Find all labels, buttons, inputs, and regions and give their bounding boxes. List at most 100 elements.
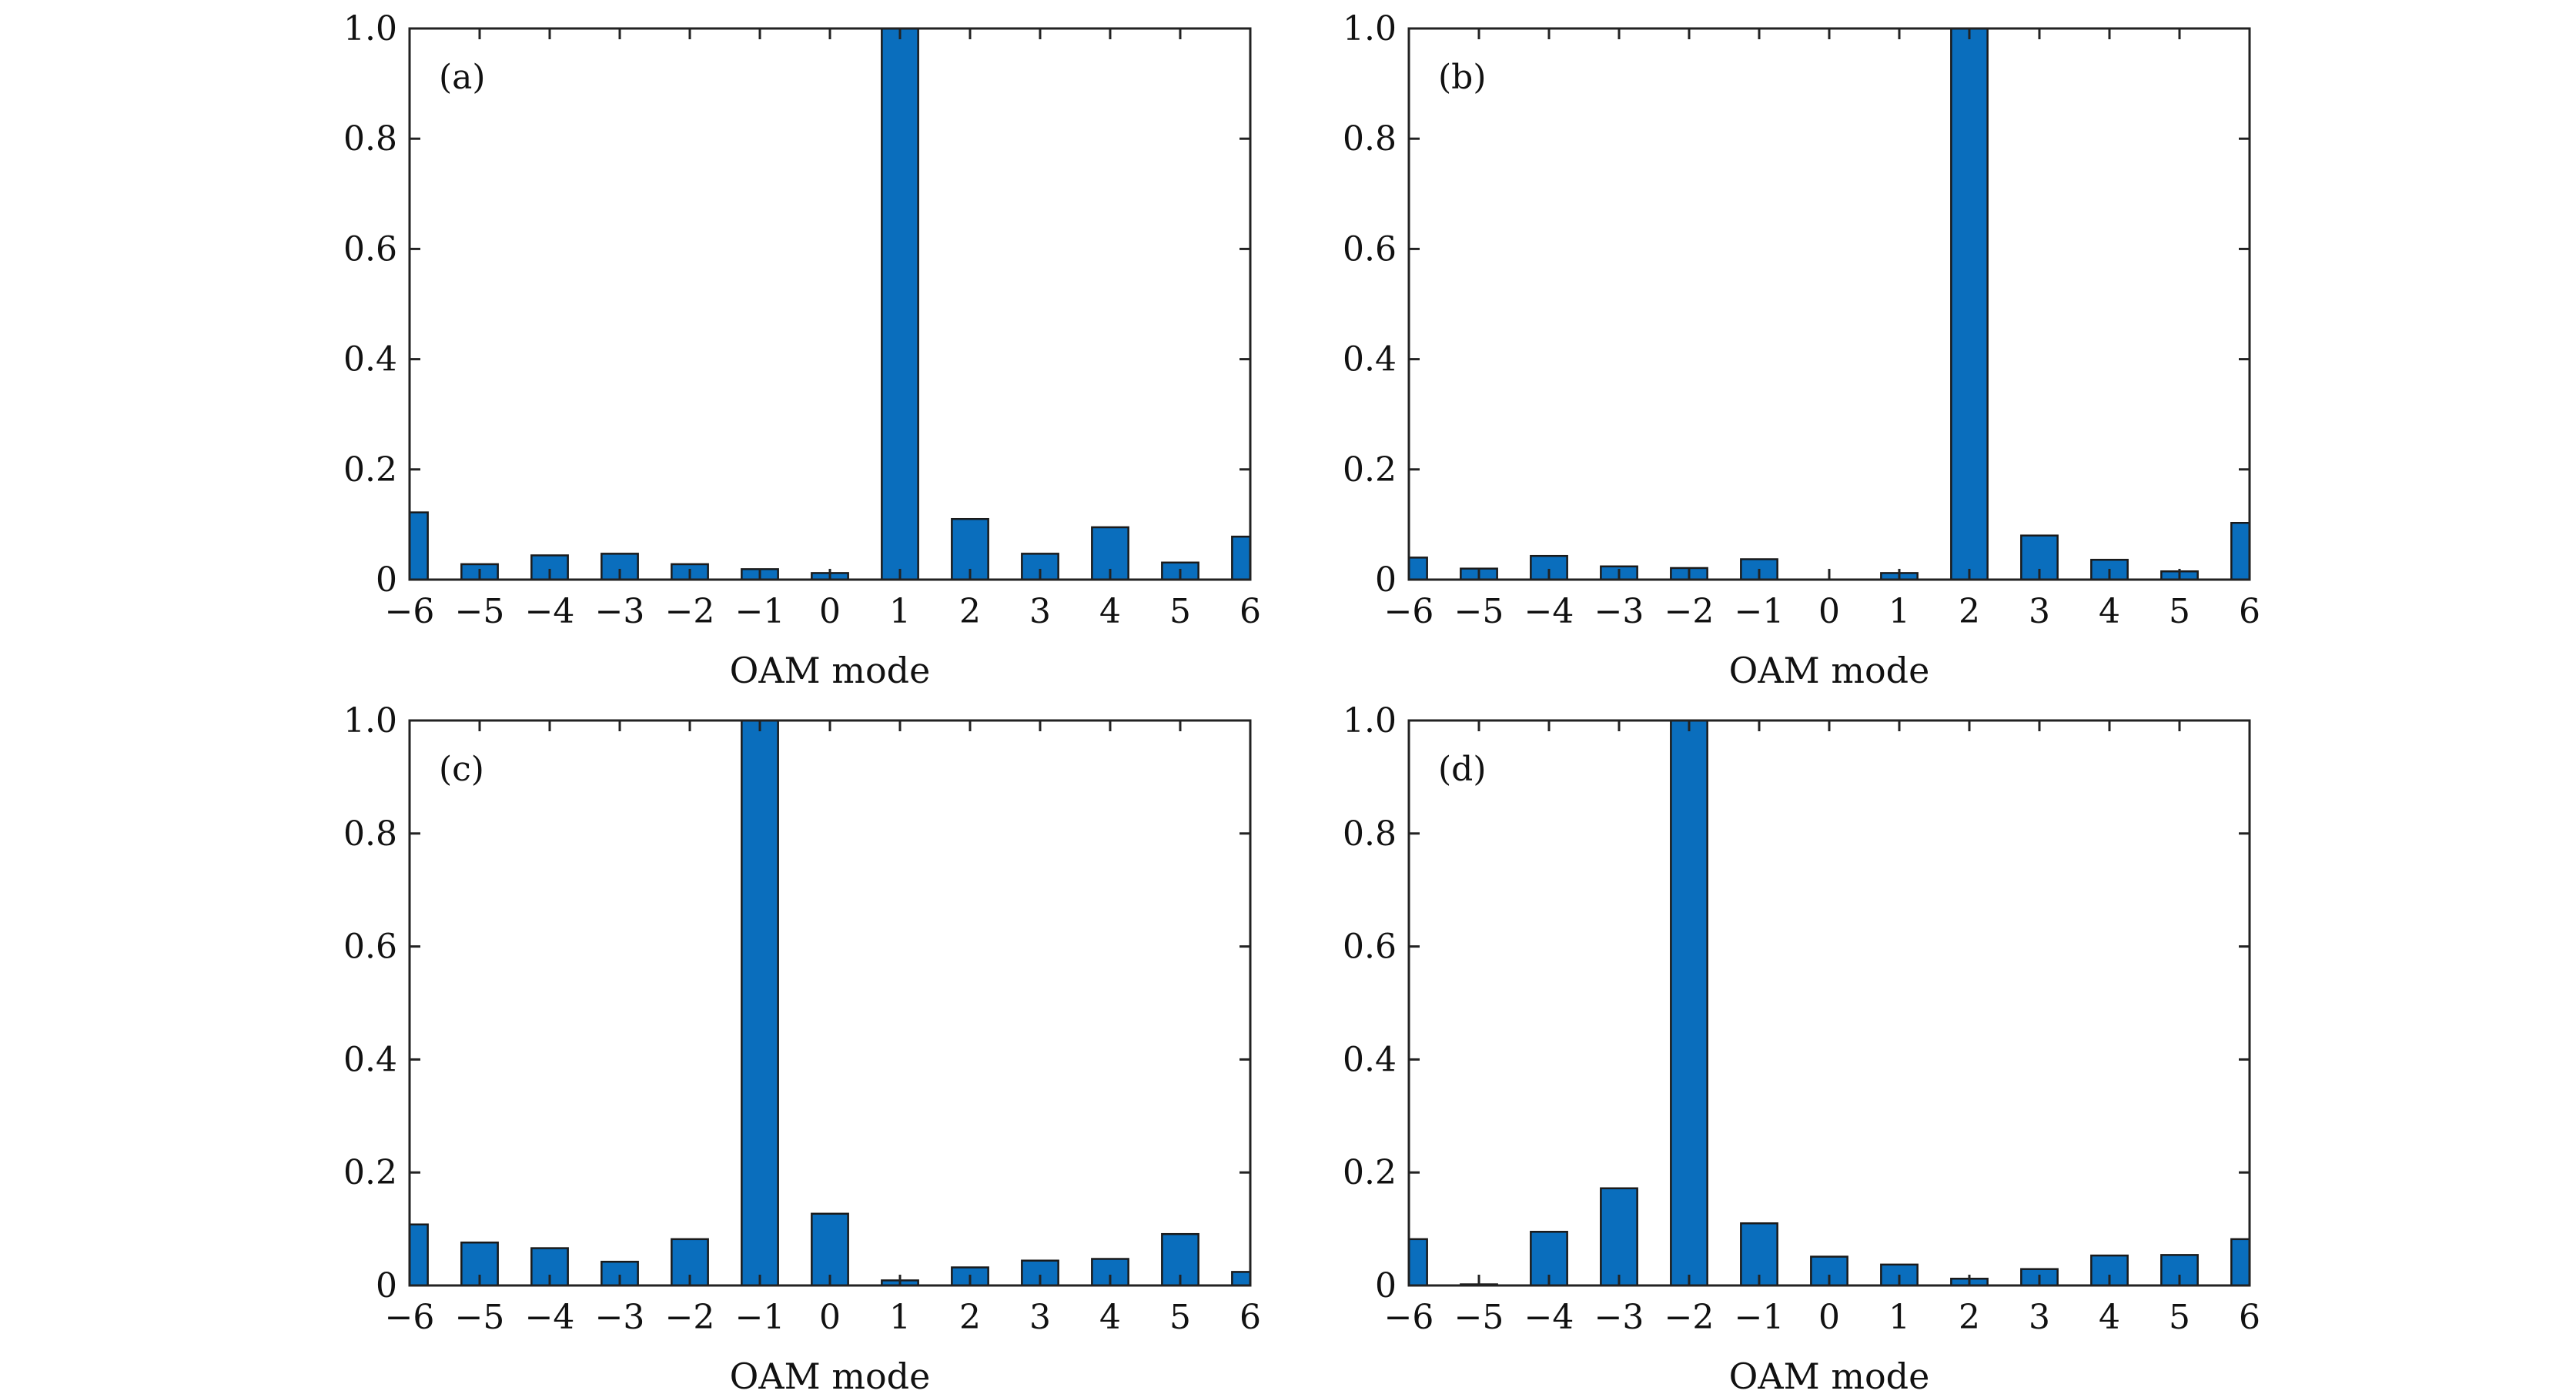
- bar-d-4: [1670, 720, 1708, 1285]
- bar-c-4: [671, 1238, 709, 1285]
- x-tick-label: 3: [2029, 592, 2050, 631]
- bars-d: [1409, 720, 2250, 1285]
- y-tick-label: 1.0: [1343, 9, 1397, 48]
- bar-b-0: [1409, 557, 1428, 580]
- x-tick-label: 3: [1029, 592, 1051, 631]
- y-tick-label: 0.4: [1343, 340, 1397, 379]
- bar-b-8: [1950, 28, 1989, 580]
- y-tick-label: 0.4: [1343, 1040, 1397, 1079]
- bar-d-0: [1409, 1238, 1428, 1285]
- panel-d: 0 0.2 0.4 0.6 0.8 1.0 −6 −5 −4 −3 −2 −1 0 1 2 3 4 5 6 OAM m…: [1343, 701, 2260, 1394]
- bar-d-11: [2160, 1254, 2199, 1285]
- x-tick-label: −6: [385, 1298, 435, 1337]
- x-tick-label: 5: [1169, 1298, 1191, 1337]
- bar-c-5: [741, 720, 779, 1285]
- y-tick-label: 0.4: [343, 1040, 397, 1079]
- x-tick-label: −3: [1594, 1298, 1644, 1337]
- x-tick-label: −4: [1524, 592, 1574, 631]
- panel-b: 0 0.2 0.4 0.6 0.8 1.0 −6 −5 −4 −3 −2 −1 0 1 2 3 4 5 6 OAM m…: [1343, 9, 2260, 691]
- panel-label: (d): [1438, 750, 1487, 789]
- x-tick-label: −1: [735, 1298, 785, 1337]
- x-tick-label: 2: [959, 592, 981, 631]
- y-tick-label: 0.6: [343, 928, 397, 967]
- x-tick-label: −3: [595, 1298, 645, 1337]
- panel-c: 0 0.2 0.4 0.6 0.8 1.0 −6 −5 −4 −3 −2 −1 0 1 2 3 4 5 6 OAM m…: [343, 701, 1261, 1394]
- x-axis-label: OAM mode: [1729, 1356, 1930, 1394]
- x-tick-label: 2: [1959, 1298, 1980, 1337]
- x-tick-label: 6: [1239, 592, 1261, 631]
- bar-d-3: [1600, 1187, 1638, 1285]
- y-tick-label: 0: [1375, 1266, 1397, 1305]
- x-tick-label: −3: [595, 592, 645, 631]
- x-tick-label: −6: [1384, 1298, 1434, 1337]
- x-tick-label: 0: [1818, 592, 1840, 631]
- x-tick-label: −5: [1454, 592, 1504, 631]
- y-tick-label: 0.2: [1343, 1153, 1397, 1192]
- x-tick-label: 0: [819, 592, 841, 631]
- x-tick-label: 3: [2029, 1298, 2050, 1337]
- y-tick-label: 0.2: [1343, 450, 1397, 490]
- x-tick-label: 1: [889, 1298, 911, 1337]
- y-tick-label: 1.0: [1343, 701, 1397, 740]
- y-tick-label: 1.0: [343, 9, 397, 48]
- x-tick-label: −4: [1524, 1298, 1574, 1337]
- x-axis-label: OAM mode: [730, 650, 931, 691]
- y-tick-label: 0.8: [343, 814, 397, 854]
- x-tick-label: 1: [1889, 1298, 1910, 1337]
- y-tick-label: 0.6: [1343, 229, 1397, 269]
- bar-d-12: [2230, 1238, 2250, 1285]
- y-tick-label: 0.8: [1343, 119, 1397, 159]
- x-axis-label: OAM mode: [730, 1356, 931, 1394]
- x-axis-label: OAM mode: [1729, 650, 1930, 691]
- x-tick-label: −1: [1735, 592, 1785, 631]
- y-tick-label: 0.2: [343, 450, 397, 490]
- x-tick-label: 5: [2169, 1298, 2190, 1337]
- bar-b-12: [2230, 522, 2250, 580]
- x-tick-label: 4: [1099, 1298, 1121, 1337]
- x-tick-label: 0: [819, 1298, 841, 1337]
- x-tick-label: 4: [1099, 592, 1121, 631]
- bar-c-6: [811, 1212, 849, 1285]
- x-tick-label: −6: [385, 592, 435, 631]
- x-tick-label: 2: [959, 1298, 981, 1337]
- bar-a-7: [881, 28, 919, 580]
- x-tick-label: 3: [1029, 1298, 1051, 1337]
- bar-c-2: [530, 1247, 569, 1285]
- plot-frame: [1407, 719, 2251, 1287]
- bars-b: [1409, 28, 2250, 580]
- panel-a: 0 0.2 0.4 0.6 0.8 1.0 −6 −5 −4 −3 −2 −1 0 1 2 3 4 5 6 OAM m…: [343, 9, 1261, 691]
- y-tick-label: 1.0: [343, 701, 397, 740]
- y-tick-label: 0: [1375, 560, 1397, 600]
- bars-a: [410, 28, 1250, 580]
- x-tick-label: 2: [1959, 592, 1980, 631]
- plot-frame: [1407, 27, 2251, 581]
- x-tick-label: 1: [889, 592, 911, 631]
- y-tick-label: 0.8: [1343, 814, 1397, 854]
- x-tick-label: −1: [1735, 1298, 1785, 1337]
- panel-label: (c): [439, 750, 484, 789]
- x-tick-label: −5: [455, 1298, 505, 1337]
- y-tick-label: 0.4: [343, 340, 397, 379]
- x-tick-label: −4: [525, 1298, 575, 1337]
- y-tick-label: 0: [376, 1266, 397, 1305]
- x-tick-label: 4: [2099, 1298, 2120, 1337]
- bars-c: [410, 720, 1250, 1285]
- panel-label: (a): [439, 58, 486, 97]
- x-tick-label: −2: [1664, 1298, 1715, 1337]
- x-tick-label: 4: [2099, 592, 2120, 631]
- y-tick-label: 0: [376, 560, 397, 600]
- x-tick-label: −5: [455, 592, 505, 631]
- x-tick-label: −2: [1664, 592, 1715, 631]
- x-tick-label: −1: [735, 592, 785, 631]
- x-tick-label: −2: [665, 1298, 715, 1337]
- y-tick-label: 0.8: [343, 119, 397, 159]
- x-tick-label: −6: [1384, 592, 1434, 631]
- bar-c-0: [410, 1223, 429, 1285]
- x-tick-label: 6: [1239, 1298, 1261, 1337]
- x-tick-label: 5: [1169, 592, 1191, 631]
- plot-frame: [408, 719, 1252, 1287]
- x-tick-label: 6: [2239, 1298, 2260, 1337]
- x-tick-label: −4: [525, 592, 575, 631]
- y-tick-label: 0.6: [343, 229, 397, 269]
